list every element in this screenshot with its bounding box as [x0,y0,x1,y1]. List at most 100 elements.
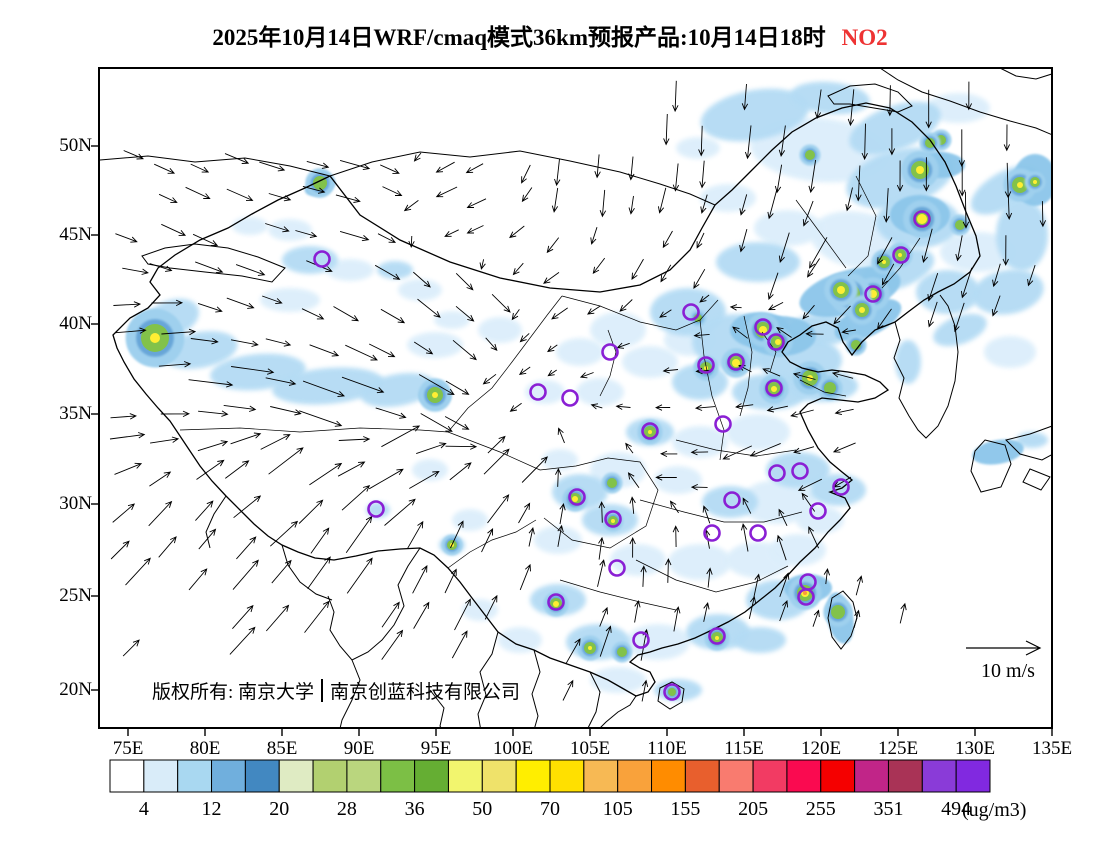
colorbar-tick-label: 255 [805,798,836,820]
wind-arrow [265,604,290,632]
wind-arrow [381,629,404,660]
wind-arrow [465,163,484,174]
wind-arrow [562,679,574,701]
coastline [1022,468,1051,491]
wind-arrow [554,158,561,187]
wind-arrow [195,261,224,274]
wind-arrow [672,525,680,548]
wind-arrow [268,447,304,475]
wind-arrow [466,198,487,208]
wind-arrow [112,503,135,523]
wind-arrow [662,367,679,374]
wind-arrow [812,609,820,627]
lat-tick-label: 45N [59,224,92,245]
copyright-line: 版权所有: 南京大学 南京创蓝科技有限公司 [152,678,520,703]
city-marker-circle [723,491,741,509]
wind-arrow [779,572,790,597]
lon-tick-label: 100E [492,738,534,759]
wind-arrow [861,123,868,161]
coastline [141,243,286,283]
wind-arrow [226,188,254,202]
wind-arrow [766,405,788,413]
wind-arrow [413,341,434,355]
page-title: 2025年10月14日WRF/cmaq模式36km预报产品:10月14日18时 N… [0,18,1100,52]
wind-arrow [673,606,681,632]
wind-arrow [491,293,511,313]
coastline [329,150,716,206]
wind-arrow [634,600,641,623]
wind-arrow [310,527,330,554]
city-marker-circle [568,488,586,506]
city-marker-circle [767,333,785,351]
wind-arrow [923,157,930,192]
wind-arrow [877,237,893,265]
wind-arrow [262,295,283,305]
wind-arrow [512,262,524,276]
wind-arrow [625,442,634,454]
wind-arrow [774,164,783,194]
wind-arrow [304,600,330,633]
wind-arrow [417,298,441,318]
wind-arrow [744,125,752,160]
coastline [893,294,959,439]
province-border [699,319,725,461]
copyright-owner: 版权所有: 南京大学 [152,681,315,703]
wind-arrow [876,308,892,330]
city-marker-circle [682,303,700,321]
province-border [447,519,537,569]
city-marker-circle [367,500,385,518]
wind-arrow [1027,264,1036,287]
wind-arrow [381,601,400,628]
wind-arrow [519,333,530,343]
colorbar-tick-label: 12 [201,798,222,820]
wind-scale-arrow [966,640,1042,656]
lat-tick-label: 40N [59,313,92,334]
wind-arrow [660,450,678,458]
province-border [799,379,847,397]
city-marker-circle [608,559,626,577]
wind-arrow [196,459,225,480]
wind-arrow [672,80,679,113]
province-border [559,579,677,611]
city-marker-circle [749,524,767,542]
wind-arrow [195,500,214,521]
wind-arrow [518,502,531,524]
wind-arrow [690,483,708,491]
wind-arrow [896,160,904,192]
wind-arrow [698,125,705,157]
wind-arrow [149,263,173,272]
wind-arrow [233,495,262,519]
wind-arrow [416,442,447,455]
wind-arrow [587,305,601,315]
wind-arrow [855,575,863,596]
lon-tick-label: 115E [724,738,764,759]
lon-tick-label: 130E [954,738,996,759]
wind-arrow [792,372,816,380]
wind-arrow [455,305,475,322]
axis-ticks [91,145,1053,736]
city-marker-circle [641,422,659,440]
wind-arrow [590,403,603,410]
lon-tick-label: 80E [189,738,221,759]
wind-arrow [418,374,455,396]
wind-arrow [229,626,256,655]
colorbar-tick-label: 494 [941,798,972,820]
colorbar-cell [921,759,957,793]
wind-arrow [521,456,548,483]
wind-arrow [699,294,710,303]
province-border [639,499,803,523]
city-marker-circle [703,524,721,542]
wind-arrow [454,598,471,631]
city-marker-circle [663,683,681,701]
wind-arrow [953,302,965,333]
wind-arrow [853,609,861,629]
province-border [795,199,847,269]
wind-arrow [230,339,259,347]
city-marker-circle [561,389,579,407]
lon-tick-label: 135E [1031,738,1073,759]
colorbar-cell [617,759,653,793]
wind-arrow [339,230,370,242]
colorbar-cell [177,759,213,793]
wind-arrow [114,462,143,475]
wind-arrow [413,152,422,162]
